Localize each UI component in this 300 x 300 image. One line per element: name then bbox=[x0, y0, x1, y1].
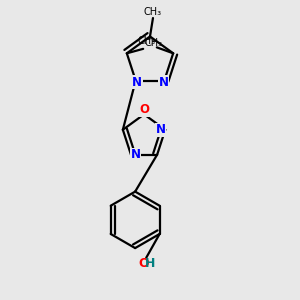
Text: O: O bbox=[139, 103, 149, 116]
Text: O: O bbox=[139, 257, 149, 270]
Text: H: H bbox=[145, 257, 155, 270]
Text: N: N bbox=[158, 76, 168, 88]
Text: N: N bbox=[132, 76, 142, 88]
Text: N: N bbox=[131, 148, 141, 161]
Text: CH₃: CH₃ bbox=[145, 38, 163, 48]
Text: CH₃: CH₃ bbox=[137, 37, 155, 46]
Text: N: N bbox=[155, 123, 166, 136]
Text: CH₃: CH₃ bbox=[144, 7, 162, 16]
